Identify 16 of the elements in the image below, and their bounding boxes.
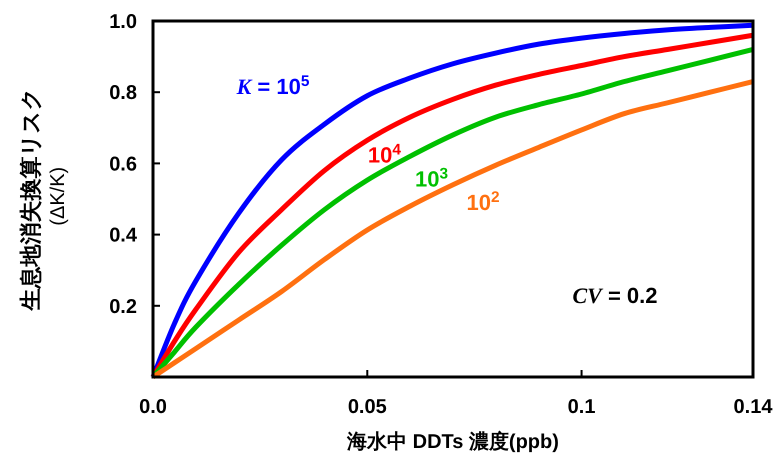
annotation: CV = 0.2 [572, 283, 658, 308]
series-label: 10$^{2}$ [466, 188, 500, 215]
x-tick-label: 0.1 [568, 396, 596, 418]
y-tick-label: 0.4 [109, 224, 138, 247]
y-axis-title: 生息地消失換算リスク (ΔK/K) [18, 88, 69, 312]
x-tick-label: 0.14 [734, 396, 774, 418]
series-label: K = 10$^{5}$ [236, 72, 310, 100]
series-label: 10$^{3}$ [415, 164, 448, 192]
x-tick-label: 0.05 [348, 396, 387, 418]
y-tick-label: 0.2 [109, 296, 137, 318]
x-tick-label: 0.0 [139, 396, 167, 418]
y-tick-label: 1.0 [109, 11, 137, 33]
x-axis-title: 海水中 DDTs 濃度(ppb) [346, 430, 559, 453]
y-tick-label: 0.6 [109, 153, 137, 176]
y-tick-label: 0.8 [109, 82, 137, 104]
series-label: 10$^{4}$ [368, 140, 402, 168]
